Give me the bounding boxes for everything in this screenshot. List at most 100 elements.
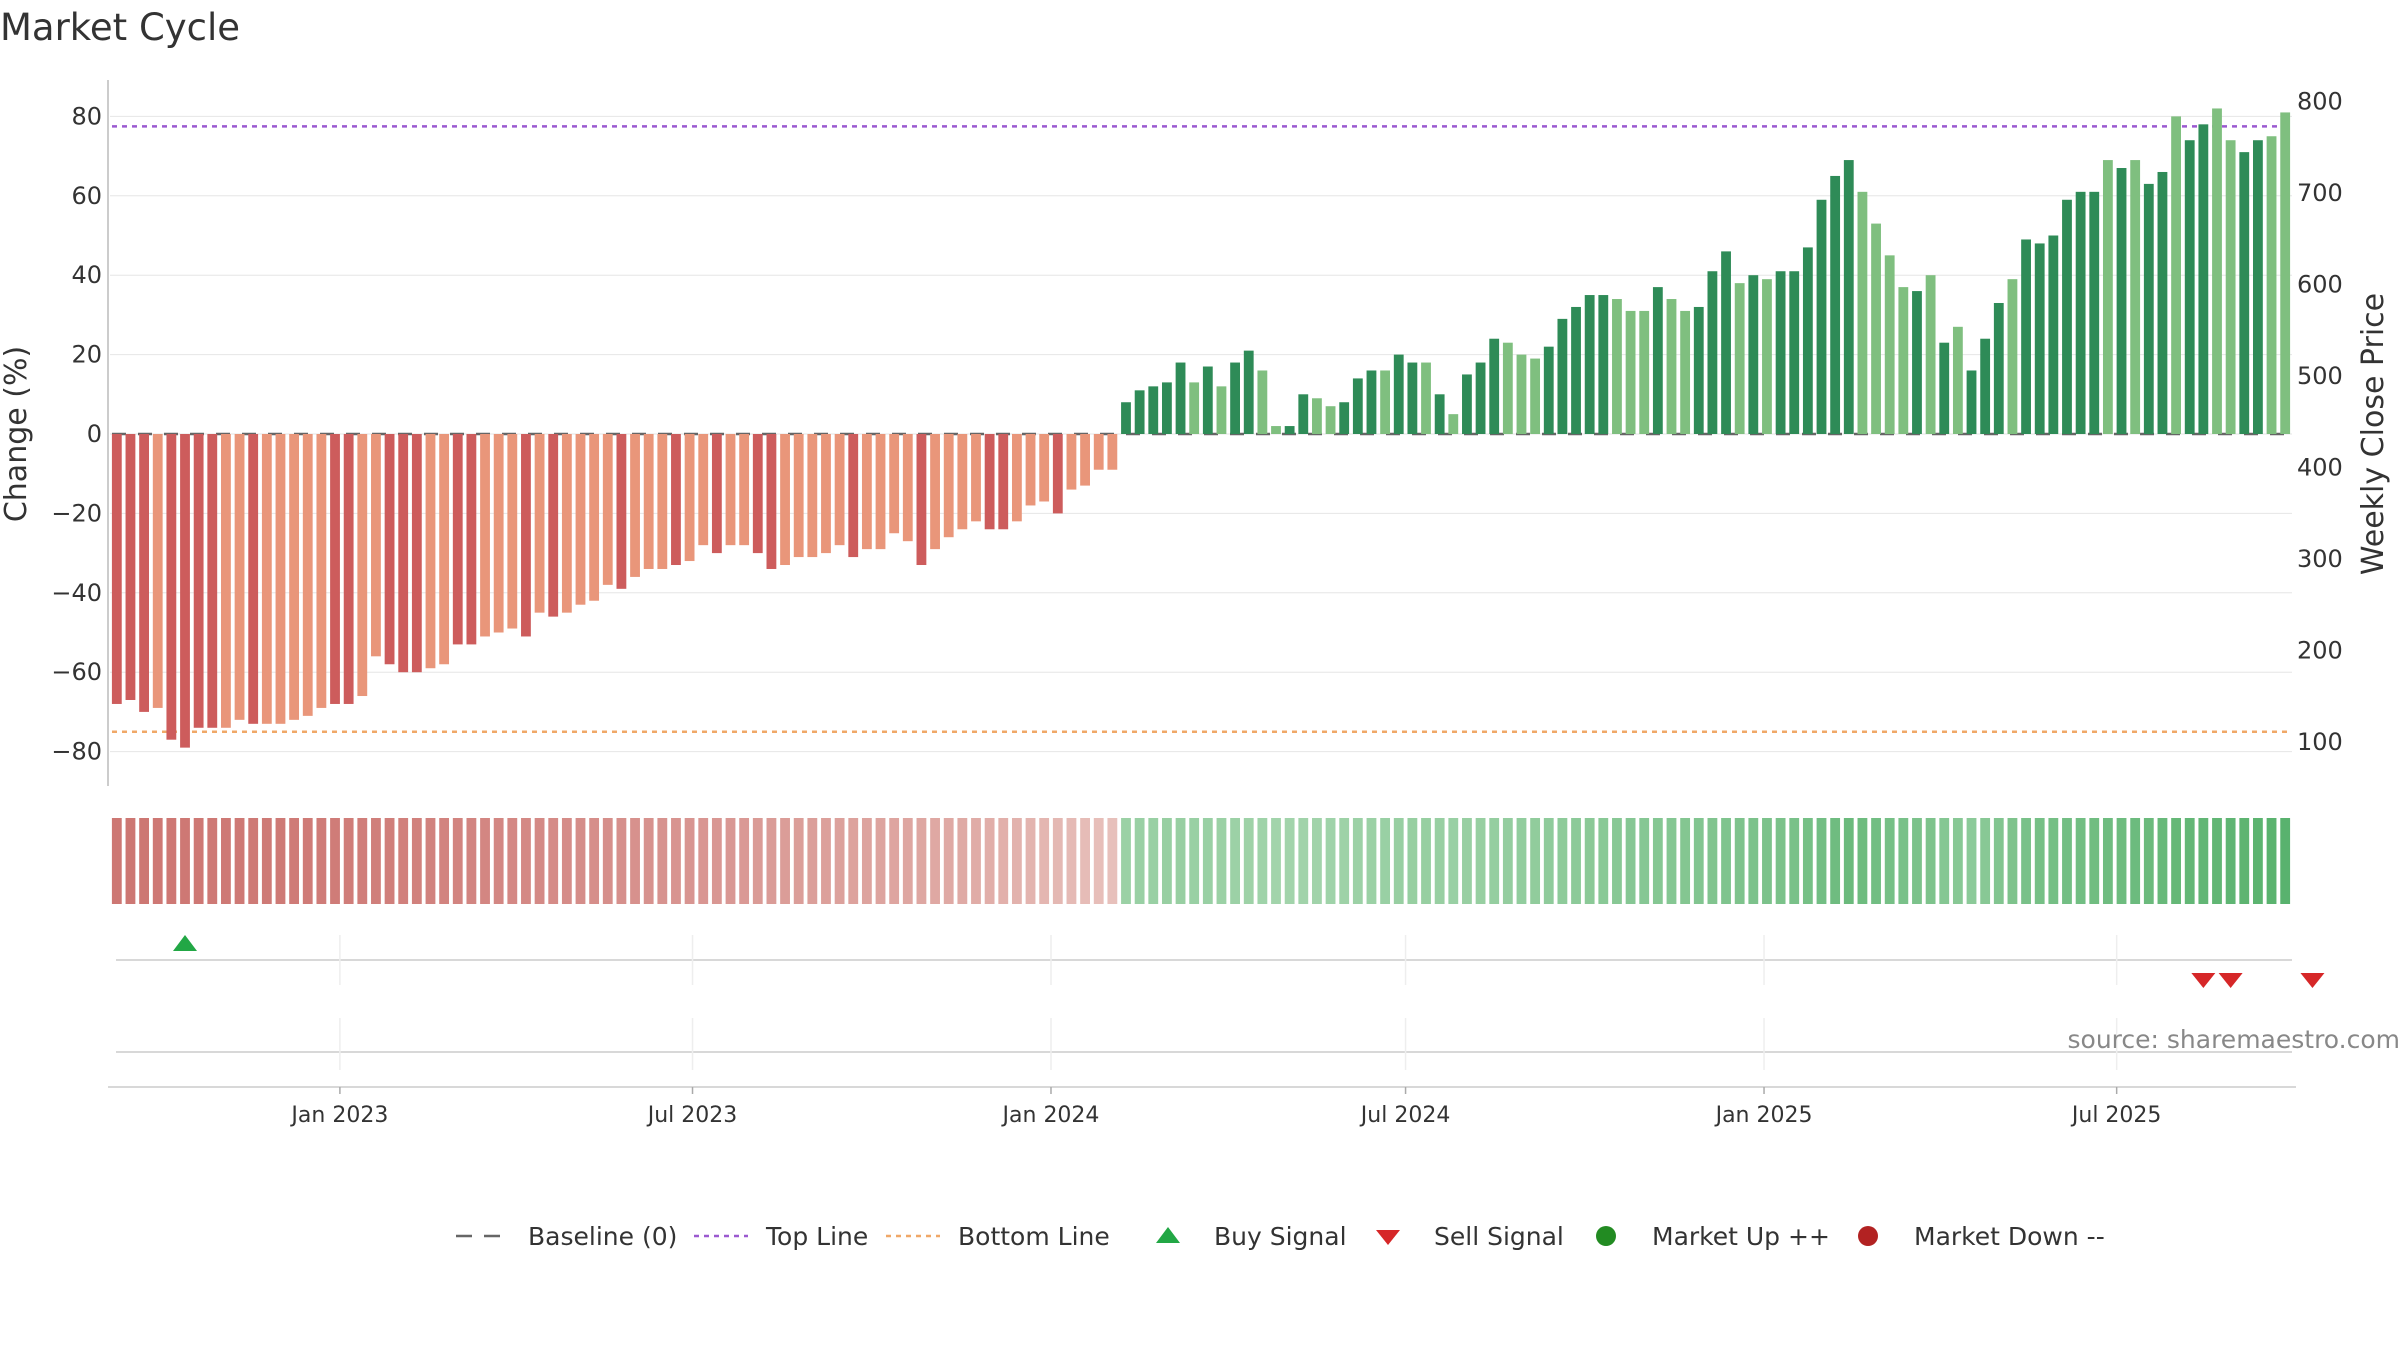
heat-cell [1011,818,1022,904]
heat-cell [1202,818,1213,904]
heat-cell [1775,818,1786,904]
left-tick-label: 40 [71,261,102,289]
heat-cell [1325,818,1336,904]
legend-item: Top Line [694,1222,868,1251]
heat-cell [875,818,886,904]
bar [452,434,463,645]
bar [1693,306,1704,434]
heat-cell [1871,818,1881,904]
heat-cell [1148,818,1159,904]
bar [1830,175,1841,434]
heat-cell [343,818,354,904]
heat-cell [1284,818,1295,904]
heat-cell [1939,818,1950,904]
heat-cell [1639,818,1650,904]
bar [2157,171,2168,435]
bar [1121,402,1131,434]
bar [834,434,845,546]
bar [1189,382,1200,434]
bar [1816,199,1827,434]
heat-cell [466,818,477,904]
heat-cell [548,818,559,904]
heat-cell [1475,818,1486,904]
bar [1652,287,1663,434]
bar [752,434,763,554]
heat-cell [452,818,463,904]
bar [2062,199,2072,434]
heat-cell [2184,818,2195,904]
bar [2021,239,2031,434]
heat-cell [1257,818,1268,904]
bar [289,434,300,720]
bar [261,434,272,724]
heat-cell [1625,818,1636,904]
bar [2266,136,2277,434]
bar [1625,310,1636,434]
reference-lines [112,125,2292,733]
bar [1530,358,1541,434]
bar [1721,251,1731,434]
legend-label: Market Down -- [1914,1222,2105,1251]
heat-cell [698,818,709,904]
bar [234,434,245,720]
bar [861,434,872,550]
heat-cell [834,818,845,904]
bar [1639,310,1650,434]
bar [657,434,668,569]
heat-cell [766,818,777,904]
bar [2034,243,2045,434]
right-tick-label: 200 [2297,637,2343,665]
bar [2252,140,2263,434]
heat-cell [1693,818,1704,904]
bar [125,434,136,700]
bar [1039,434,1050,502]
page-title: Market Cycle [0,6,241,49]
bar [1284,426,1295,434]
heat-cell [1025,818,1036,904]
left-tick-label: −40 [51,579,102,607]
bar [2048,235,2059,434]
heat-cell [1052,818,1063,904]
bar [889,434,900,534]
heat-cell [534,818,545,904]
bar [1571,306,1581,434]
heat-cell [1898,818,1909,904]
bar [1584,295,1595,434]
bar [1448,414,1459,434]
heat-cell [2143,818,2154,904]
heat-cell [2252,818,2263,904]
heat-cell [684,818,695,904]
heat-cell [193,818,204,904]
heat-cell [943,818,954,904]
sell-signal-marker [2300,973,2325,988]
heat-cell [1884,818,1895,904]
bar [793,434,804,558]
legend-item: Market Up ++ [1596,1222,1830,1251]
bar [1407,362,1418,434]
heat-cell [1762,818,1772,904]
bar [1843,160,1854,434]
bar [589,434,600,601]
bar [1161,382,1172,434]
bar [1707,271,1718,434]
heat-cell [425,818,436,904]
heat-cell [1448,818,1459,904]
heat-cell [2021,818,2031,904]
bar [1925,275,1936,434]
heat-cell [630,818,640,904]
bar [1080,434,1090,486]
left-tick-label: 20 [71,341,102,369]
bar [2239,152,2250,434]
heat-cell [302,818,313,904]
heat-cell [480,818,490,904]
heat-cell [1734,818,1745,904]
bar [316,434,327,708]
bar [2075,191,2086,434]
bar [371,434,381,657]
heat-cell [1243,818,1254,904]
heat-strip [111,818,2291,904]
bar [1762,279,1772,434]
bar [630,434,640,577]
right-axis-title: Weekly Close Price [2356,293,2391,575]
sell-signal-marker [2191,973,2216,988]
